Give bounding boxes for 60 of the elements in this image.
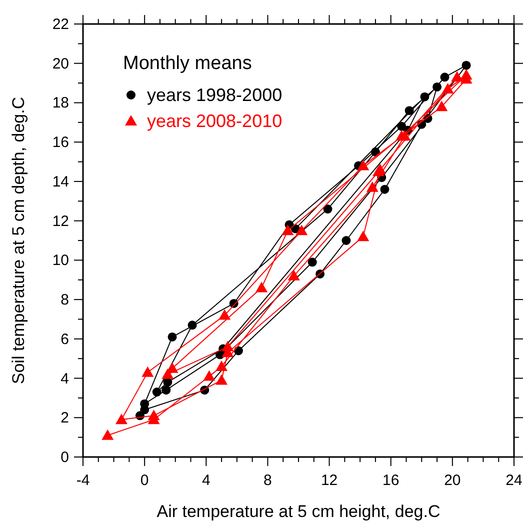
point <box>142 366 154 377</box>
point <box>102 429 114 440</box>
x-tick-label: 16 <box>382 472 400 489</box>
point <box>288 270 300 280</box>
y-tick-label: 22 <box>52 16 69 33</box>
point <box>380 184 390 194</box>
y-tick-label: 18 <box>52 94 69 112</box>
point <box>366 181 378 192</box>
y-axis-title: Soil temperature at 5 cm depth, deg.C <box>9 96 28 384</box>
y-tick-label: 6 <box>60 330 69 348</box>
x-tick-label: 12 <box>320 472 338 489</box>
point <box>462 60 471 70</box>
y-tick-label: 12 <box>52 212 69 230</box>
x-tick-label: 4 <box>202 472 210 489</box>
y-tick-label: 4 <box>60 370 69 388</box>
point <box>396 130 408 141</box>
legend-label: years 1998-2000 <box>147 85 282 105</box>
x-tick-label: 20 <box>444 472 461 489</box>
point <box>296 224 308 236</box>
point <box>115 414 128 424</box>
point <box>404 106 414 116</box>
point <box>162 386 171 395</box>
legend-title: Monthly means <box>123 53 252 74</box>
point <box>357 230 370 242</box>
x-axis-title: Air temperature at 5 cm height, deg.C <box>156 502 440 521</box>
x-tick-label: 0 <box>140 472 149 489</box>
point <box>218 309 231 320</box>
point <box>162 368 174 379</box>
point <box>256 282 268 292</box>
point <box>216 360 228 371</box>
point <box>451 71 464 82</box>
y-tick-label: 8 <box>60 292 69 309</box>
point <box>282 224 294 236</box>
point <box>203 370 216 381</box>
y-tick-label: 2 <box>60 410 69 427</box>
point <box>460 69 472 80</box>
point <box>357 160 370 170</box>
legend-label: years 2008-2010 <box>147 111 282 131</box>
y-tick-label: 10 <box>52 252 69 270</box>
point <box>323 204 332 214</box>
point <box>188 320 197 330</box>
y-tick-label: 16 <box>52 134 69 152</box>
x-tick-label: -4 <box>76 472 90 489</box>
point <box>216 374 228 385</box>
x-tick-label: 8 <box>264 472 272 489</box>
y-tick-label: 0 <box>60 449 69 466</box>
point <box>442 82 454 94</box>
point <box>432 82 442 92</box>
point <box>168 332 177 342</box>
point <box>436 100 448 112</box>
point <box>222 340 234 352</box>
point <box>342 236 351 245</box>
point <box>148 410 160 420</box>
x-tick-label: 24 <box>506 472 522 489</box>
point <box>308 258 317 267</box>
point <box>440 72 450 82</box>
y-tick-label: 14 <box>52 173 69 190</box>
y-tick-label: 20 <box>52 55 69 72</box>
point <box>152 388 162 397</box>
point <box>420 92 430 102</box>
